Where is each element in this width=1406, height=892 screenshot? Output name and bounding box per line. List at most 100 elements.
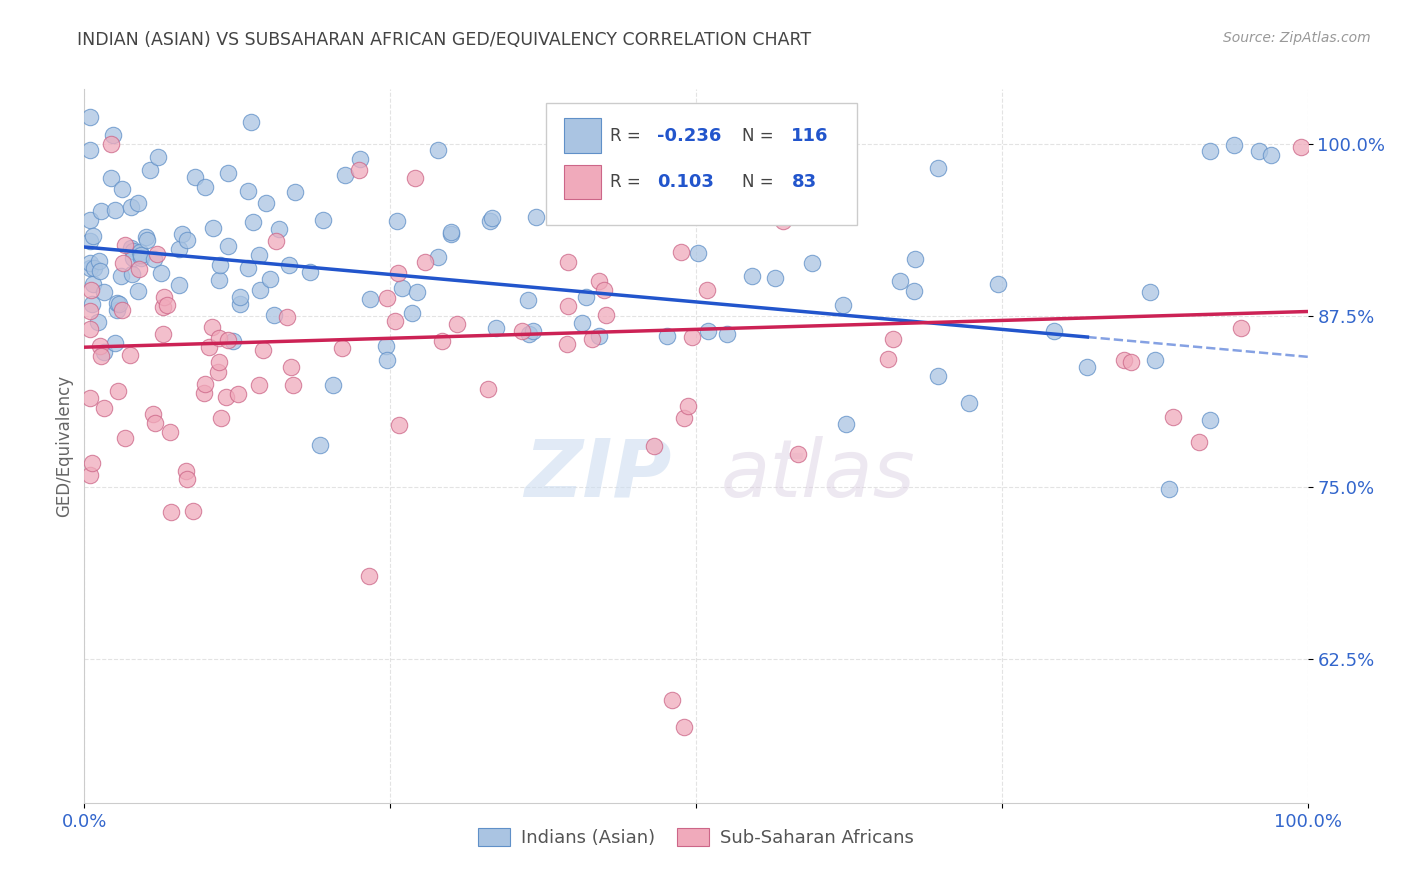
Point	[387, 266, 409, 280]
Point	[89, 263, 111, 277]
Text: N =: N =	[742, 127, 779, 145]
Point	[226, 387, 249, 401]
Point	[217, 334, 239, 348]
Point	[89, 339, 111, 353]
Point	[103, 336, 125, 351]
Point	[222, 334, 245, 349]
Point	[581, 332, 603, 346]
Point	[281, 378, 304, 392]
Point	[927, 368, 949, 383]
Point	[93, 285, 115, 299]
Point	[404, 171, 426, 186]
Point	[772, 213, 794, 227]
Point	[987, 277, 1010, 292]
Point	[127, 195, 149, 210]
Point	[129, 245, 152, 260]
Point	[485, 321, 508, 335]
Point	[478, 213, 501, 227]
Point	[79, 256, 101, 270]
Point	[575, 290, 598, 304]
Point	[142, 407, 165, 421]
Point	[129, 248, 152, 262]
Point	[669, 245, 692, 260]
Point	[676, 399, 699, 413]
Point	[359, 569, 381, 583]
Point	[263, 308, 285, 322]
Point	[432, 334, 454, 348]
Point	[322, 378, 344, 392]
Point	[1144, 353, 1167, 368]
Point	[1247, 144, 1270, 158]
Point	[118, 348, 141, 362]
Point	[413, 254, 436, 268]
Point	[121, 267, 143, 281]
Point	[247, 378, 270, 392]
Point	[148, 150, 170, 164]
Point	[1188, 435, 1211, 450]
Point	[957, 395, 980, 409]
Point	[787, 447, 810, 461]
Point	[517, 293, 540, 307]
Point	[284, 186, 307, 200]
Point	[1198, 413, 1220, 427]
Point	[254, 196, 277, 211]
Point	[111, 182, 134, 196]
Point	[1076, 359, 1098, 374]
Point	[181, 504, 204, 518]
Point	[834, 417, 856, 431]
Point	[207, 273, 229, 287]
Point	[170, 227, 193, 241]
Point	[79, 304, 101, 318]
Point	[105, 296, 128, 310]
Text: -0.236: -0.236	[657, 127, 721, 145]
Point	[198, 339, 221, 353]
Point	[114, 431, 136, 445]
Point	[817, 207, 839, 221]
Point	[217, 239, 239, 253]
Point	[82, 277, 104, 292]
Point	[510, 324, 533, 338]
FancyBboxPatch shape	[546, 103, 858, 225]
Point	[90, 204, 112, 219]
Point	[129, 252, 152, 266]
Bar	[564, 119, 600, 153]
Point	[152, 300, 174, 314]
Point	[139, 163, 162, 178]
Point	[1157, 482, 1180, 496]
Point	[877, 351, 900, 366]
Point	[427, 251, 450, 265]
Point	[349, 153, 371, 167]
Point	[79, 392, 101, 406]
Point	[643, 439, 665, 453]
Point	[80, 456, 103, 470]
Point	[100, 137, 122, 152]
Point	[672, 720, 695, 734]
Legend: Indians (Asian), Sub-Saharan Africans: Indians (Asian), Sub-Saharan Africans	[471, 821, 921, 855]
Text: 83: 83	[792, 173, 817, 191]
Text: R =: R =	[610, 173, 651, 191]
Point	[159, 425, 181, 439]
Point	[1260, 148, 1282, 162]
Point	[252, 343, 274, 357]
Point	[406, 285, 429, 299]
Point	[239, 115, 262, 129]
Text: 116: 116	[792, 127, 830, 145]
Y-axis label: GED/Equivalency: GED/Equivalency	[55, 375, 73, 517]
Point	[519, 326, 541, 341]
Text: R =: R =	[610, 127, 647, 145]
Text: 0.103: 0.103	[657, 173, 714, 191]
Point	[1223, 138, 1246, 153]
Point	[194, 180, 217, 194]
Point	[446, 318, 468, 332]
Point	[588, 329, 610, 343]
Point	[927, 161, 949, 175]
Point	[104, 202, 127, 217]
Point	[128, 262, 150, 277]
Point	[259, 271, 281, 285]
Point	[557, 255, 579, 269]
Point	[87, 315, 110, 329]
Point	[477, 383, 499, 397]
Point	[107, 384, 129, 399]
Point	[202, 221, 225, 235]
Point	[375, 291, 398, 305]
